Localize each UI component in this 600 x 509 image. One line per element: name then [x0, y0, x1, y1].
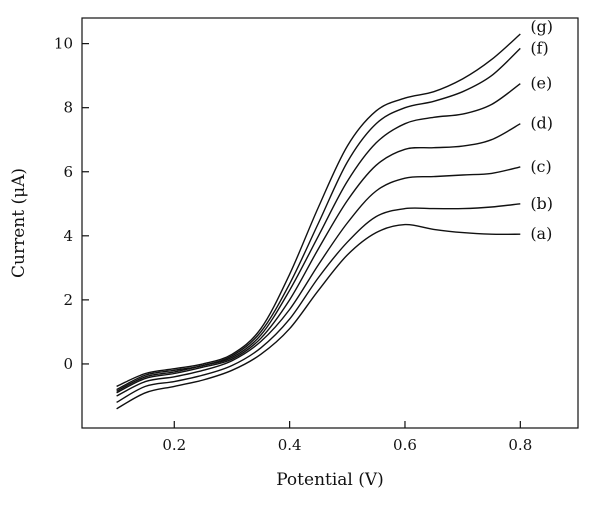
series-line-g	[116, 33, 521, 388]
curve-label: (b)	[530, 194, 553, 213]
curve-label: (c)	[530, 157, 551, 176]
y-tick-label: 2	[63, 291, 73, 309]
series-line-a	[116, 223, 521, 410]
curve-label: (g)	[530, 17, 553, 36]
y-tick-label: 10	[54, 35, 73, 53]
x-tick-label: 0.8	[508, 436, 532, 454]
x-tick-label: 0.4	[278, 436, 302, 454]
y-tick-label: 8	[63, 99, 73, 117]
series-line-b	[116, 203, 521, 404]
x-tick-label: 0.2	[162, 436, 186, 454]
x-axis: 0.2 0.4 0.6 0.8	[162, 421, 532, 454]
curve-label: (d)	[530, 114, 553, 133]
curve-labels: (a) (b) (c) (d) (e) (f) (g)	[530, 17, 553, 243]
y-tick-label: 4	[63, 227, 73, 245]
curve-label: (f)	[530, 38, 548, 57]
series-line-c	[116, 166, 521, 397]
x-tick-label: 0.6	[393, 436, 417, 454]
y-axis: 0 2 4 6 8 10	[54, 35, 89, 373]
series-line-f	[116, 47, 521, 391]
series-layer	[116, 33, 521, 410]
curve-label: (e)	[530, 74, 552, 93]
curve-label: (a)	[530, 224, 552, 243]
plot-frame	[81, 17, 579, 429]
x-axis-label: Potential (V)	[276, 470, 384, 490]
series-line-d	[116, 123, 521, 394]
y-axis-label: Current (μA)	[9, 168, 29, 278]
y-tick-label: 6	[63, 163, 73, 181]
series-line-e	[116, 83, 521, 392]
y-tick-label: 0	[63, 355, 73, 373]
